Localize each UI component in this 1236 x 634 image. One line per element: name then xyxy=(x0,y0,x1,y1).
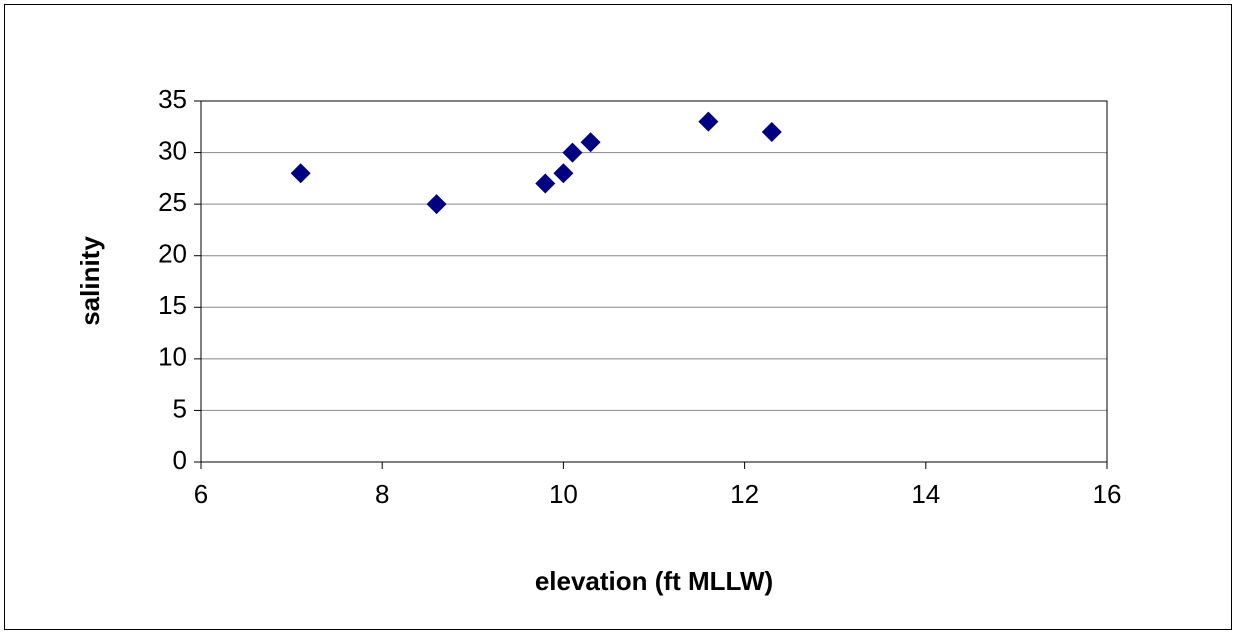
y-tick-label: 0 xyxy=(173,445,187,475)
data-point xyxy=(553,163,574,184)
y-tick-label: 20 xyxy=(158,239,187,269)
x-tick-label: 10 xyxy=(549,479,578,509)
data-point xyxy=(562,142,583,163)
data-point xyxy=(580,132,601,153)
x-tick-label: 16 xyxy=(1093,479,1122,509)
data-point xyxy=(426,194,447,215)
x-tick-label: 14 xyxy=(911,479,940,509)
chart-frame xyxy=(4,4,1232,630)
y-tick-label: 10 xyxy=(158,342,187,372)
plot-border xyxy=(200,100,1108,463)
data-point xyxy=(698,111,719,132)
y-tick-label: 35 xyxy=(158,84,187,114)
y-axis-title: salinity xyxy=(75,236,105,326)
data-point xyxy=(535,173,556,194)
x-axis-title: elevation (ft MLLW) xyxy=(535,566,773,596)
y-tick-label: 25 xyxy=(158,187,187,217)
x-tick-label: 8 xyxy=(375,479,389,509)
x-tick-label: 12 xyxy=(730,479,759,509)
data-point xyxy=(290,163,311,184)
y-tick-label: 5 xyxy=(173,393,187,423)
y-tick-label: 15 xyxy=(158,290,187,320)
x-tick-label: 6 xyxy=(194,479,208,509)
y-tick-label: 30 xyxy=(158,135,187,165)
data-point xyxy=(761,121,782,142)
